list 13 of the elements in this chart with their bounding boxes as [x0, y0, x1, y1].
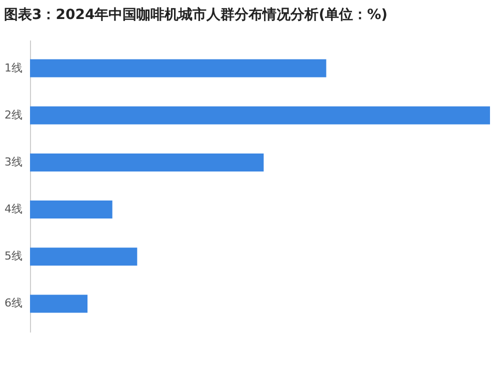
chart-title: 图表3：2024年中国咖啡机城市人群分布情况分析(单位：%) — [4, 6, 388, 23]
y-tick-label: 5线 — [4, 250, 22, 263]
bar — [30, 248, 138, 266]
bar — [30, 153, 264, 172]
y-tick-label: 4线 — [4, 202, 22, 216]
y-tick-label: 6线 — [4, 296, 22, 310]
bar — [30, 200, 112, 219]
bar — [30, 59, 326, 78]
bar — [30, 106, 490, 124]
y-tick-label: 3线 — [4, 155, 22, 168]
y-tick-label: 1线 — [4, 61, 22, 74]
bar — [30, 294, 88, 313]
y-tick-label: 2线 — [4, 108, 22, 122]
